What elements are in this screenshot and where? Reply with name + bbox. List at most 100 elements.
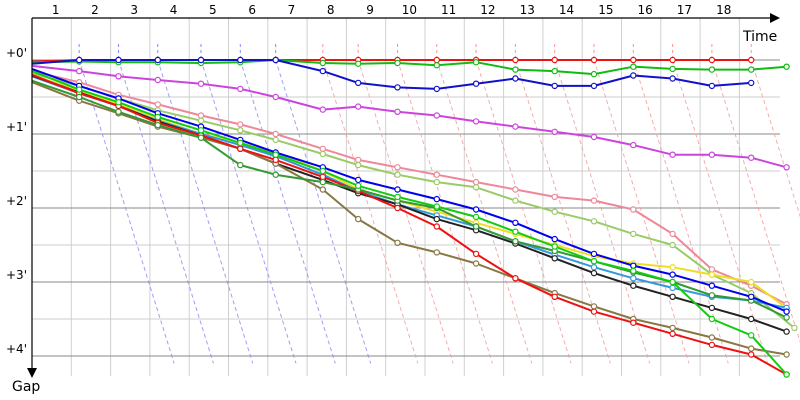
series-point [75, 93, 83, 101]
lap-guide-diagonal [711, 59, 800, 344]
series-point [748, 56, 755, 64]
series-point [630, 141, 637, 149]
series-point [472, 118, 480, 125]
series-point [75, 86, 83, 93]
series-point [551, 82, 558, 90]
series-point [512, 275, 519, 282]
series-point [669, 271, 676, 278]
lap-guide-diagonal [322, 59, 419, 364]
series-point [272, 151, 279, 158]
series-point [630, 275, 637, 282]
series-point [319, 145, 326, 152]
series-point [669, 293, 676, 300]
series-point [669, 330, 676, 337]
x-tick-label: 12 [480, 3, 495, 17]
series-line-6 [31, 73, 788, 309]
y-tick-label: +2' [6, 194, 27, 208]
series-point [630, 56, 637, 64]
x-tick-label: 17 [677, 3, 692, 17]
series-point [433, 195, 440, 203]
lap-guide-diagonal [475, 59, 572, 364]
series-point [355, 79, 362, 87]
series-point [512, 66, 519, 73]
series-point [433, 215, 440, 223]
series-point [75, 67, 83, 75]
lap-guide-diagonal [239, 59, 336, 364]
series-point [237, 161, 244, 169]
series-point [154, 113, 161, 121]
x-tick-label: 8 [327, 3, 335, 17]
x-tick-label: 16 [638, 3, 653, 17]
series-point [272, 156, 279, 164]
series-point [237, 85, 244, 93]
tick-labels: 1 2 3 4 5 6 7 8 9 10 11 12 13 14 15 16 17 18+0'+1'+2'+3'+… [6, 3, 731, 356]
series-point [197, 127, 205, 134]
series-point [669, 230, 676, 238]
series-point [669, 284, 676, 292]
series-point [197, 117, 205, 124]
x-tick-label: 14 [559, 3, 574, 17]
series-lines [31, 56, 798, 378]
series-point [355, 103, 362, 110]
series-point [551, 235, 558, 243]
series-point [319, 173, 326, 181]
series-point [319, 106, 326, 113]
series-point [355, 161, 362, 169]
series-point [433, 85, 440, 93]
series-point [512, 219, 519, 226]
series-point [197, 134, 205, 141]
lap-guide-diagonal [632, 59, 729, 364]
series-line-2 [31, 59, 752, 90]
series-point [433, 178, 440, 186]
series-point [708, 266, 716, 273]
lap-guides [78, 44, 800, 364]
series-point [115, 73, 122, 80]
series-point [708, 151, 716, 158]
series-line-3 [31, 64, 787, 169]
x-tick-label: 3 [130, 3, 138, 17]
series-point [272, 171, 279, 178]
series-point [197, 56, 205, 64]
series-point [551, 255, 558, 262]
series-point [394, 59, 401, 67]
y-axis-title: Gap [12, 379, 40, 395]
lap-guide-diagonal [554, 59, 651, 364]
series-point [748, 66, 755, 73]
series-point [319, 67, 326, 75]
lap-guide-diagonal [275, 59, 372, 364]
series-point [630, 262, 637, 269]
series-point [669, 65, 676, 73]
series-point [590, 303, 598, 310]
series-point [783, 314, 790, 321]
series-point [512, 75, 519, 82]
lap-guide-diagonal [436, 59, 533, 364]
lap-guide-diagonal [397, 59, 493, 364]
series-point [590, 82, 598, 90]
series-point [394, 171, 401, 178]
series-point [630, 206, 637, 213]
series-line-10 [31, 73, 788, 376]
series-point [319, 167, 326, 175]
series-point [197, 80, 205, 87]
series-point [783, 164, 790, 171]
series-point [748, 293, 755, 300]
lap-guide-diagonal [78, 59, 175, 364]
series-point [512, 123, 519, 130]
x-tick-label: 6 [248, 3, 256, 17]
series-point [272, 136, 279, 144]
series-point [237, 121, 244, 128]
series-point [433, 171, 440, 178]
series-point [319, 178, 326, 186]
x-tick-label: 9 [366, 3, 374, 17]
y-tick-label: +4' [6, 342, 27, 356]
series-point [708, 315, 716, 323]
series-point [355, 176, 362, 184]
x-tick-label: 5 [209, 3, 217, 17]
lap-guide-diagonal [750, 59, 800, 218]
lap-guide-diagonal [514, 59, 611, 364]
series-point [783, 308, 790, 315]
series-point [590, 250, 598, 258]
series-point [512, 56, 519, 64]
series-point [551, 67, 558, 75]
x-tick-label: 18 [716, 3, 731, 17]
